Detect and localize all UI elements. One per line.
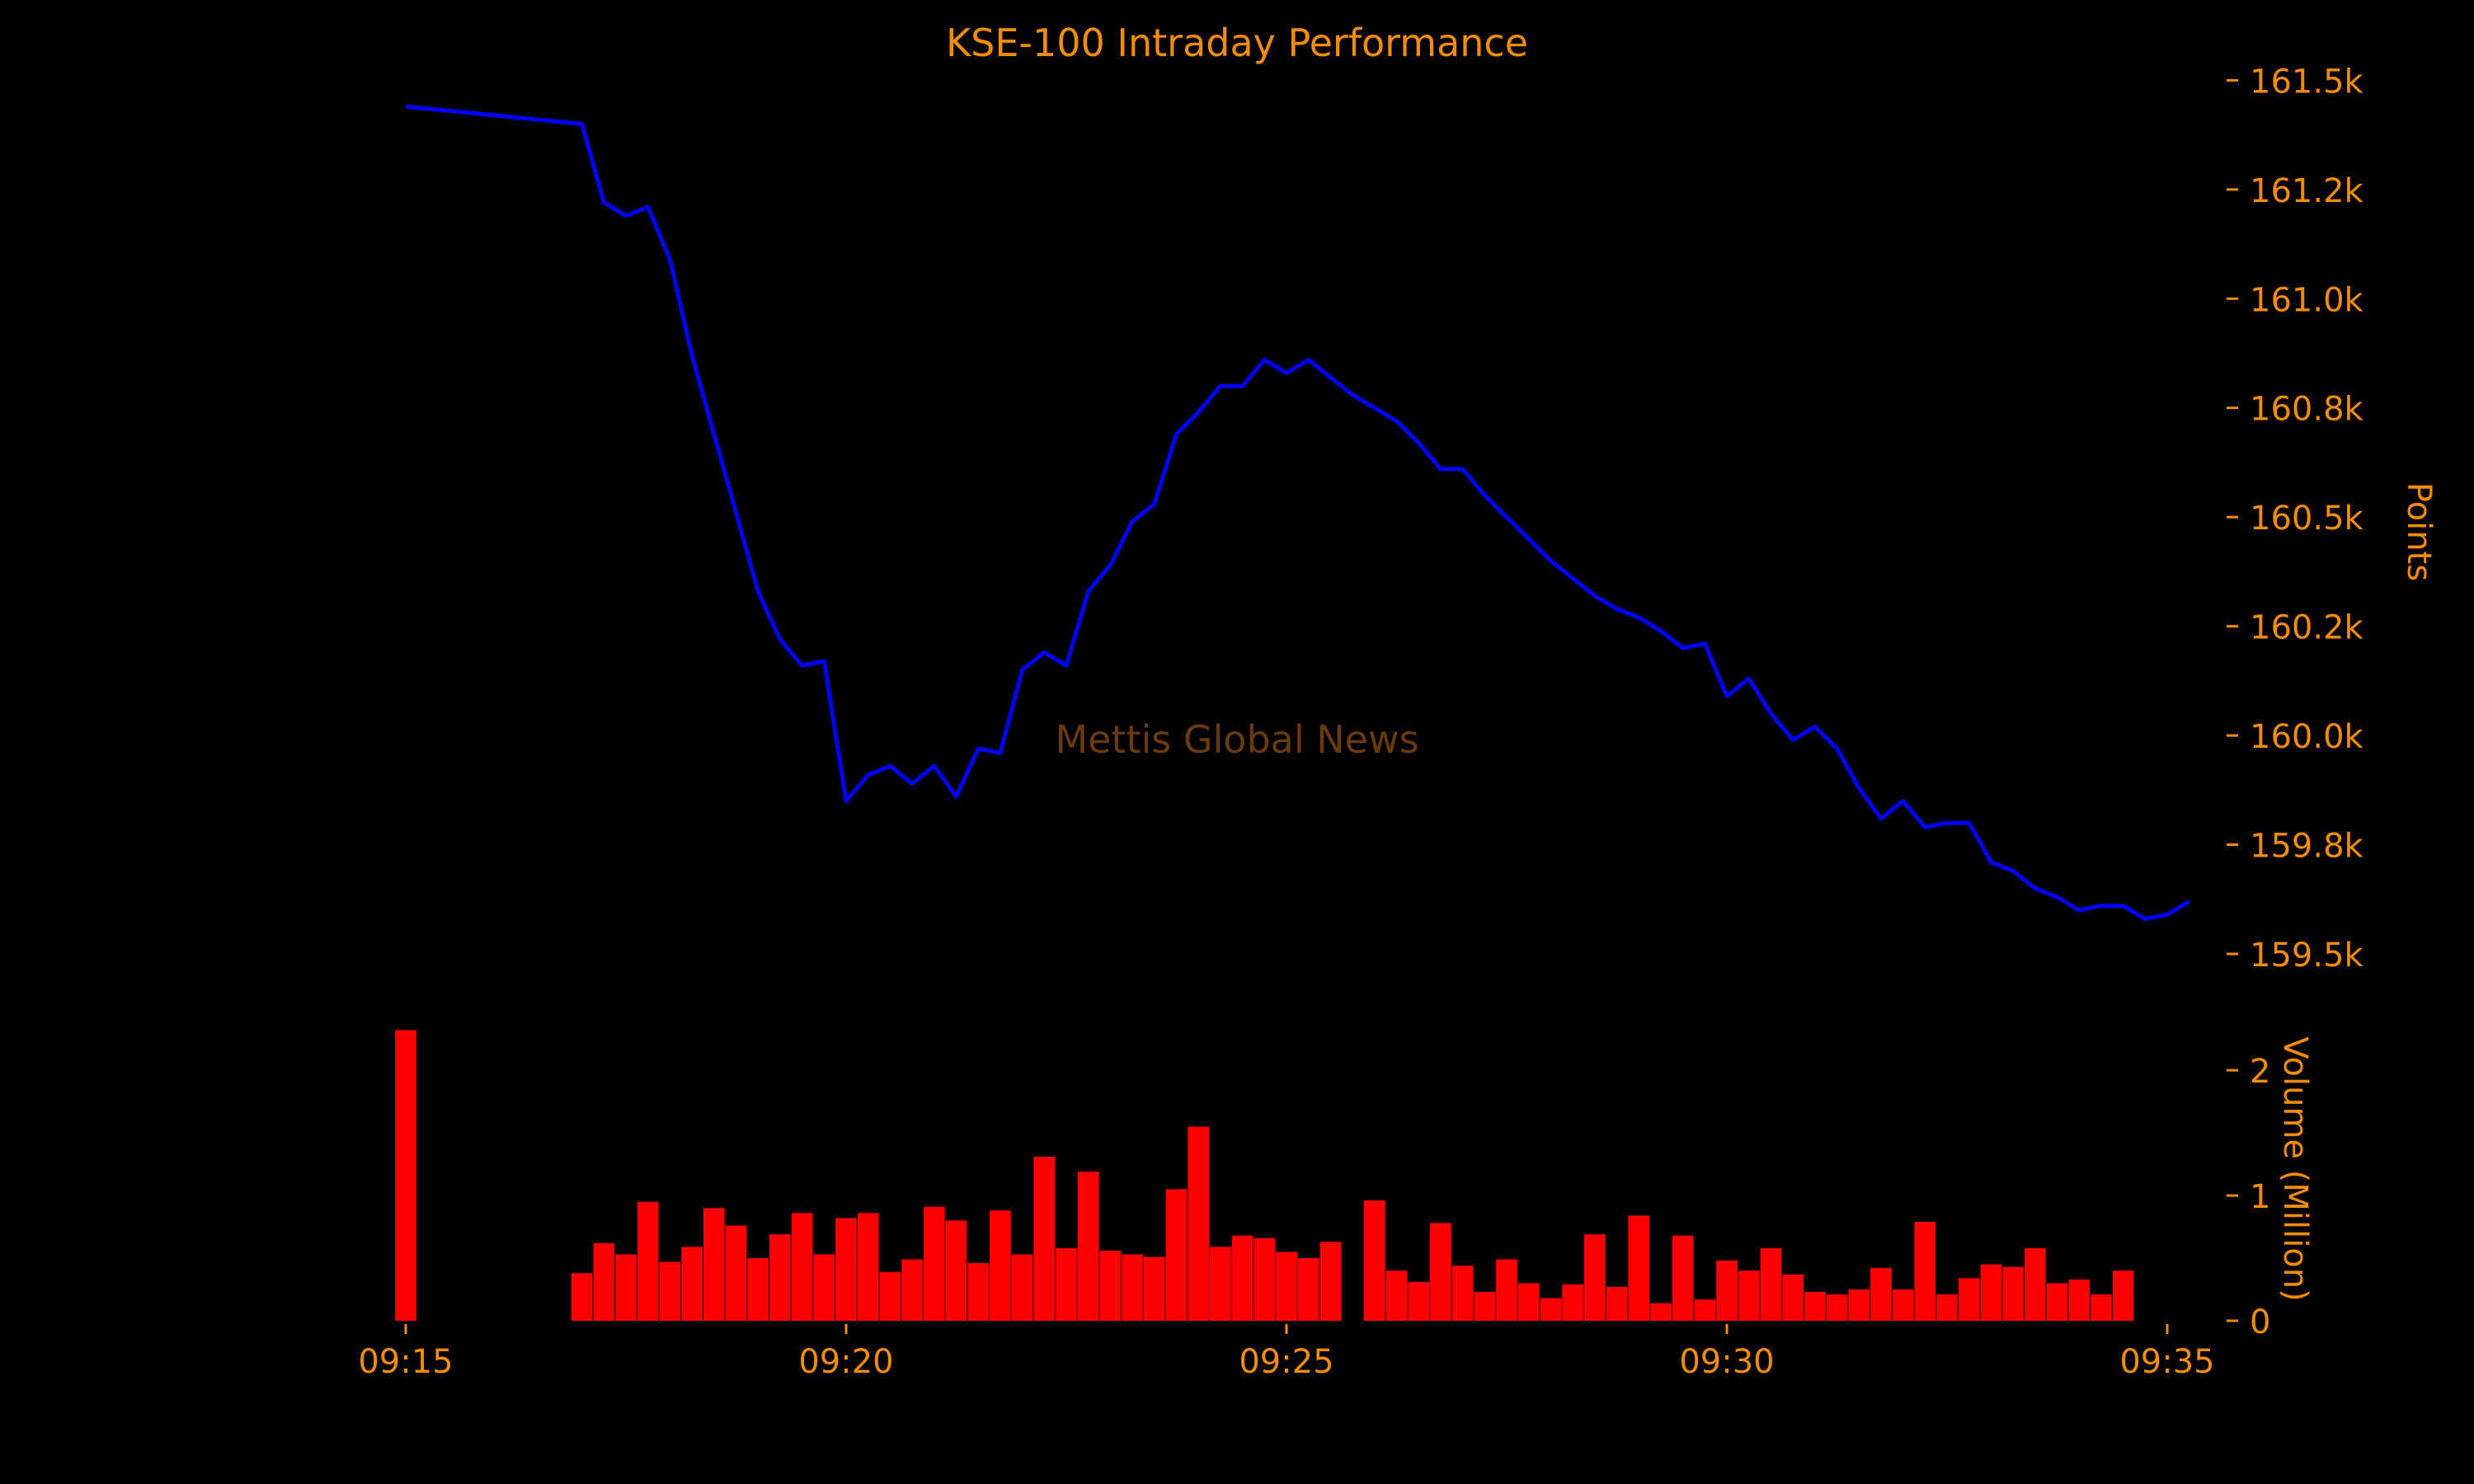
volume-bar [1628,1215,1650,1321]
volume-bar [1451,1266,1474,1321]
time-tick-label: 09:30 [1679,1343,1774,1381]
volume-bar [1143,1256,1165,1321]
volume-bar [395,1030,416,1321]
volume-bar [835,1218,857,1321]
volume-bar [637,1201,659,1321]
volume-bars [395,1030,2134,1321]
volume-axis: 0 1 2 [2227,1053,2270,1341]
price-axis: 159.5k 159.8k 160.0k 160.2k 160.5k 160.8k 161.… [2227,63,2364,974]
price-line [405,104,2190,922]
volume-bar [1297,1258,1319,1321]
time-tick-label: 09:20 [798,1343,893,1381]
volume-bar [1385,1270,1408,1321]
volume-bar [1276,1252,1297,1321]
volume-bar [1958,1278,1980,1321]
volume-bar [990,1210,1011,1321]
volume-bar [615,1254,637,1321]
volume-bar [769,1234,791,1321]
volume-bar [1980,1264,2002,1321]
volume-bar [1517,1283,1540,1321]
price-tick-label: 160.2k [2250,609,2364,647]
chart-title: KSE-100 Intraday Performance [946,21,1528,65]
volume-bar [1540,1298,1562,1321]
volume-bar [1319,1242,1342,1321]
volume-bar [1430,1223,1451,1321]
volume-bar [791,1213,813,1321]
price-tick-label: 160.0k [2250,718,2364,756]
volume-bar [1231,1235,1253,1321]
watermark-text: Mettis Global News [1055,717,1418,762]
time-tick-label: 09:35 [2119,1343,2214,1381]
volume-bar [1936,1294,1958,1321]
volume-bar [1056,1247,1077,1321]
volume-bar [857,1213,879,1321]
volume-bar [1892,1289,1914,1321]
volume-bar [813,1254,835,1321]
price-tick-label: 160.5k [2250,500,2364,538]
volume-bar [1210,1247,1231,1321]
volume-bar [593,1242,615,1321]
volume-bar [1099,1250,1122,1321]
volume-bar [967,1263,990,1321]
volume-tick-label: 1 [2250,1178,2270,1216]
volume-bar [1011,1254,1033,1321]
volume-bar [1122,1254,1143,1321]
volume-bar [681,1247,703,1321]
volume-bar [1738,1270,1760,1321]
volume-bar [1694,1299,1716,1321]
price-tick-label: 161.0k [2250,281,2364,319]
volume-bar [1496,1259,1517,1321]
volume-tick-label: 2 [2250,1053,2270,1091]
volume-bar [1826,1294,1848,1321]
volume-tick-label: 0 [2250,1303,2270,1341]
price-tick-label: 161.2k [2250,172,2364,210]
volume-bar [2024,1247,2046,1321]
volume-bar [1363,1200,1385,1321]
volume-bar [1583,1234,1606,1321]
volume-bar [571,1273,593,1321]
time-tick-label: 09:25 [1239,1343,1333,1381]
volume-bar [1870,1268,1892,1321]
volume-bar [923,1206,945,1321]
volume-bar [1033,1156,1056,1321]
volume-bar [1804,1292,1826,1321]
price-tick-label: 161.5k [2250,63,2364,101]
volume-bar [1760,1247,1782,1321]
volume-bar [1474,1292,1496,1321]
volume-bar [1253,1237,1276,1321]
volume-bar [1848,1289,1870,1321]
volume-bar [2091,1294,2112,1321]
volume-bar [2046,1283,2068,1321]
volume-bar [945,1220,967,1321]
price-tick-label: 159.8k [2250,828,2364,866]
volume-axis-label: Volume (Million) [2276,1036,2314,1301]
price-axis-label: Points [2400,482,2438,581]
volume-bar [1650,1303,1672,1321]
volume-bar [2112,1270,2134,1321]
price-tick-label: 160.8k [2250,391,2364,429]
volume-bar [1077,1172,1099,1321]
volume-bar [2068,1279,2091,1321]
time-tick-label: 09:15 [358,1343,453,1381]
volume-bar [1914,1221,1936,1321]
volume-bar [1782,1274,1804,1321]
time-axis: 09:15 09:20 09:25 09:30 09:35 [358,1324,2215,1381]
volume-bar [1562,1284,1583,1321]
volume-bar [659,1261,681,1321]
volume-bar [725,1225,747,1321]
volume-bar [1165,1189,1188,1321]
price-tick-label: 159.5k [2250,937,2364,974]
volume-bar [901,1259,923,1321]
volume-bar [879,1271,901,1321]
volume-bar [1408,1281,1430,1321]
volume-bar [1716,1261,1738,1321]
volume-bar [1188,1126,1210,1321]
volume-bar [747,1258,769,1321]
volume-bar [1672,1235,1694,1321]
volume-bar [2002,1266,2024,1321]
volume-bar [703,1208,725,1321]
volume-bar [1606,1286,1628,1321]
